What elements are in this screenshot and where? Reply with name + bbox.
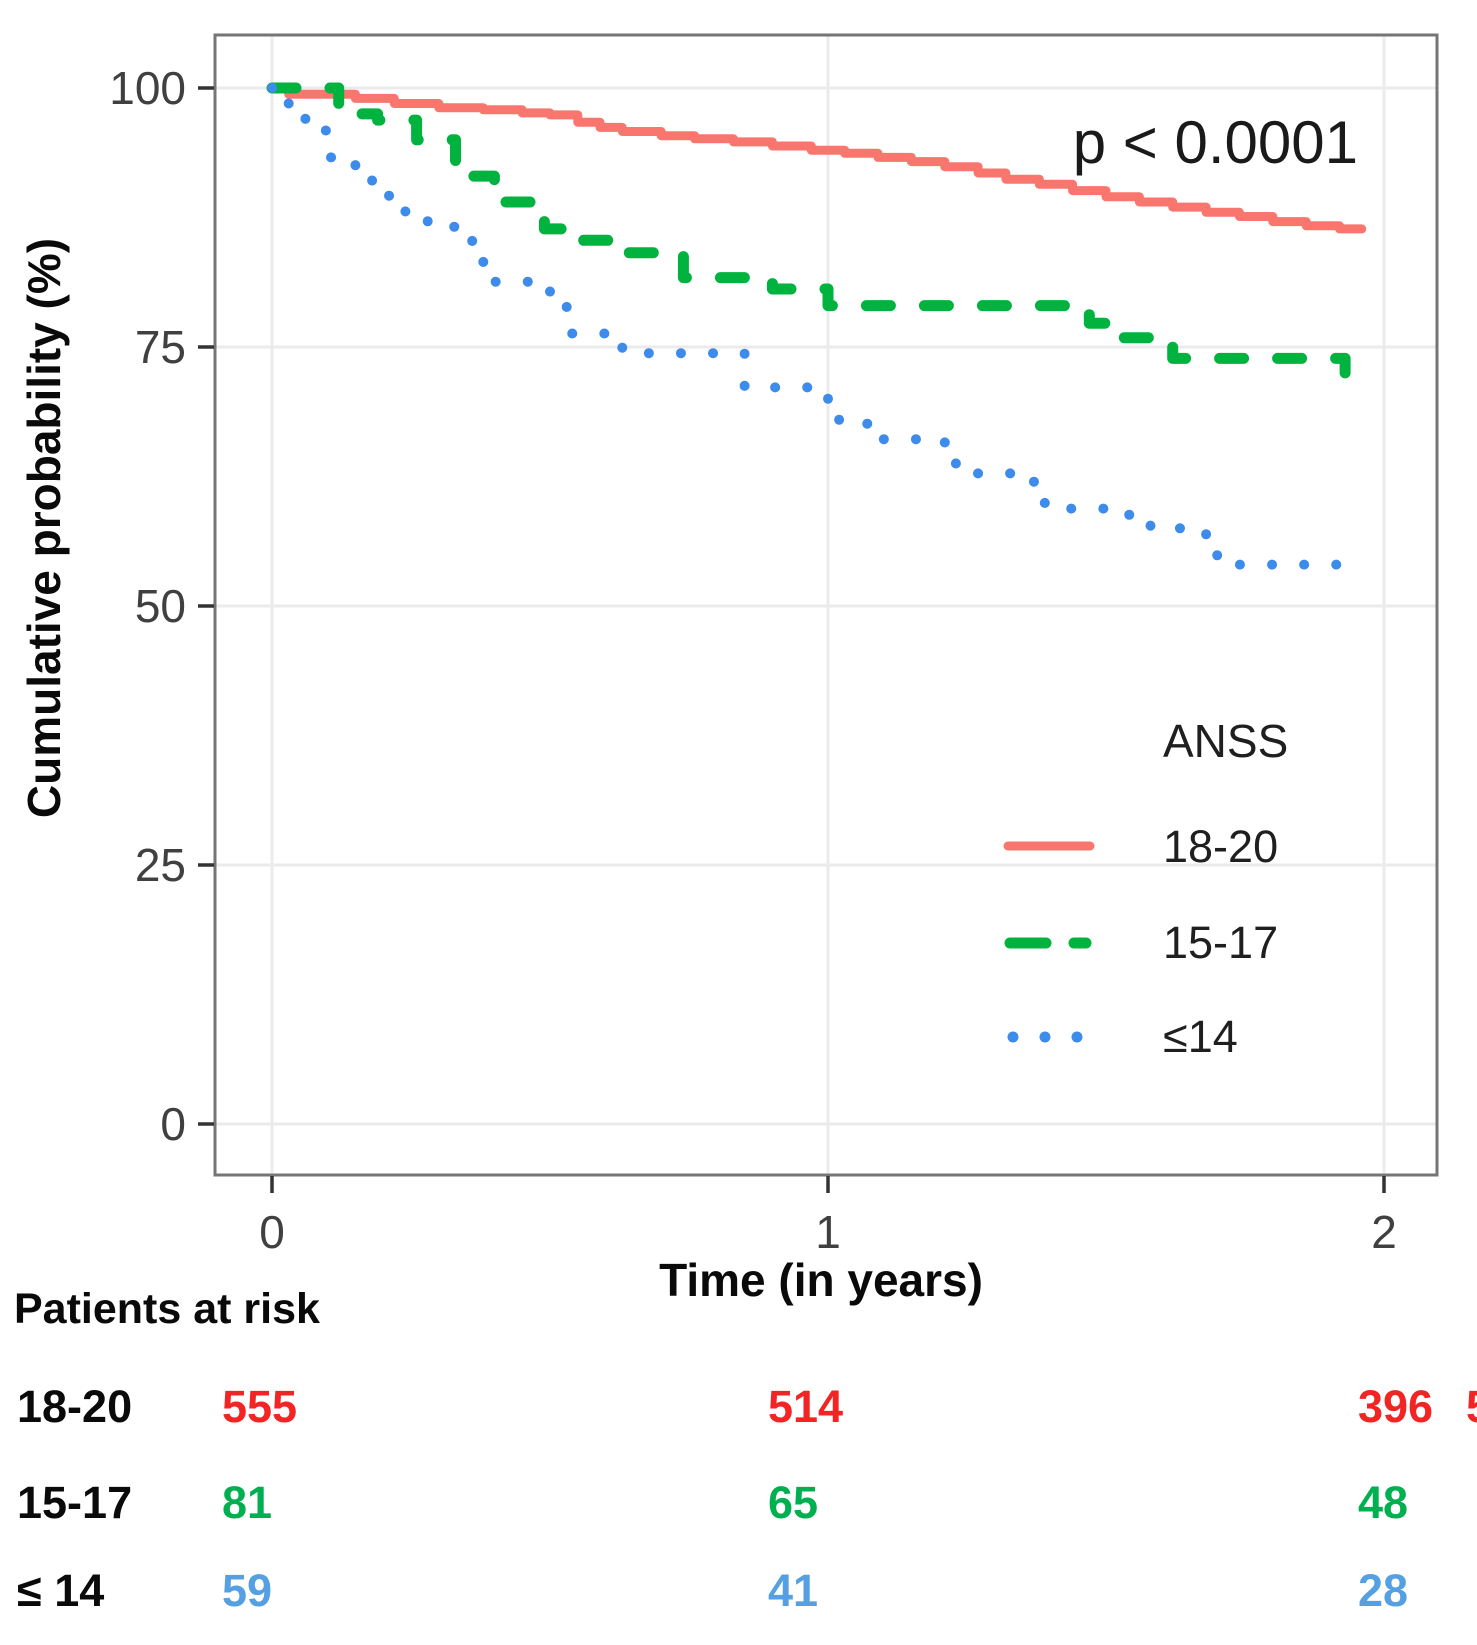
y-tick-label: 50 xyxy=(135,580,186,632)
y-tick-label: 25 xyxy=(135,839,186,891)
risk-row-label-15-17: 15-17 xyxy=(17,1477,132,1528)
risk-value: 41 xyxy=(768,1565,818,1616)
series-curve-solid xyxy=(267,83,1367,234)
risk-value: 28 xyxy=(1358,1565,1408,1616)
legend-item-18-20: 18-20 xyxy=(1163,821,1278,872)
risk-value: 59 xyxy=(222,1565,272,1616)
axis-ticks: 100 75 50 25 0 0 1 2 xyxy=(109,62,1397,1258)
legend-item-le14: ≤14 xyxy=(1163,1011,1238,1062)
risk-value: 555 xyxy=(222,1381,297,1432)
risk-row-label-le14: ≤ 14 xyxy=(17,1565,104,1616)
y-tick-label: 0 xyxy=(160,1098,186,1150)
legend-swatch-dot1-icon xyxy=(1007,1031,1019,1043)
y-axis-title: Cumulative probability (%) xyxy=(18,238,70,818)
series-curve-dashed xyxy=(266,82,1373,383)
risk-value-clipped-fragment: 5 xyxy=(1466,1381,1477,1432)
risk-value: 396 xyxy=(1358,1381,1433,1432)
legend-item-15-17: 15-17 xyxy=(1163,917,1278,968)
risk-value: 65 xyxy=(768,1477,818,1528)
gridlines xyxy=(215,35,1437,1175)
x-tick-label: 1 xyxy=(815,1206,841,1258)
patients-at-risk-table: Patients at risk 18-20 555 514 396 5 15-… xyxy=(14,1285,1477,1616)
series-curve-dotted xyxy=(267,83,1351,570)
y-tick-label: 75 xyxy=(135,321,186,373)
legend-swatch-dot3-icon xyxy=(1071,1031,1083,1043)
x-tick-label: 0 xyxy=(259,1206,285,1258)
risk-value: 514 xyxy=(768,1381,843,1432)
risk-table-header: Patients at risk xyxy=(14,1285,320,1333)
p-value-annotation: p < 0.0001 xyxy=(1073,109,1358,176)
legend: ANSS 18-20 15-17 ≤14 xyxy=(1003,715,1288,1062)
x-tick-label: 2 xyxy=(1371,1206,1397,1258)
x-axis-title: Time (in years) xyxy=(659,1254,983,1306)
risk-row-label-18-20: 18-20 xyxy=(17,1381,132,1432)
legend-title: ANSS xyxy=(1163,715,1288,767)
survival-curves xyxy=(266,82,1373,570)
plot-border xyxy=(213,33,1439,1177)
risk-value: 81 xyxy=(222,1477,272,1528)
risk-value: 48 xyxy=(1358,1477,1408,1528)
y-tick-label: 100 xyxy=(109,62,186,114)
legend-swatch-dot2-icon xyxy=(1039,1031,1051,1043)
